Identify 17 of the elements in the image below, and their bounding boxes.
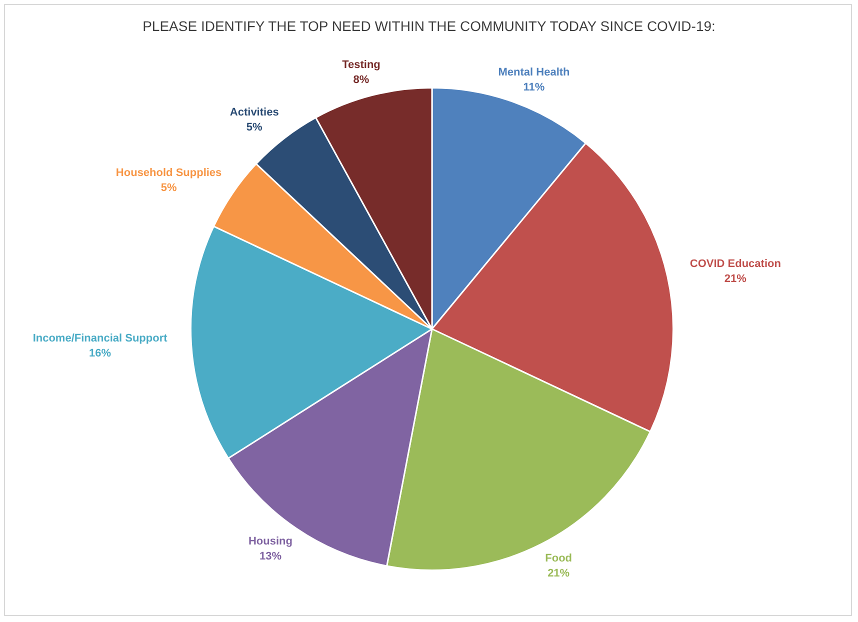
slice-label: COVID Education <box>690 258 782 270</box>
slice-label: Income/Financial Support <box>32 332 168 345</box>
slice-label: Mental Health <box>498 66 570 78</box>
slice-label: Food <box>545 552 572 564</box>
slice-label: Housing <box>248 536 292 548</box>
slice-label: Activities <box>230 106 279 118</box>
data-label: 21% <box>548 567 570 580</box>
slice-label: Household Supplies <box>116 166 222 179</box>
data-label: 5% <box>160 182 177 194</box>
data-label: 13% <box>259 550 282 563</box>
chart-title: PLEASE IDENTIFY THE TOP NEED WITHIN THE COMMUNITY TODAY SINCE COVID-19: <box>142 18 716 34</box>
data-label: 21% <box>724 273 747 286</box>
data-label: 5% <box>246 121 263 134</box>
slice-label: Testing <box>342 58 380 71</box>
data-label: 11% <box>523 81 545 94</box>
data-label: 16% <box>89 348 112 360</box>
data-label: 8% <box>353 74 370 86</box>
